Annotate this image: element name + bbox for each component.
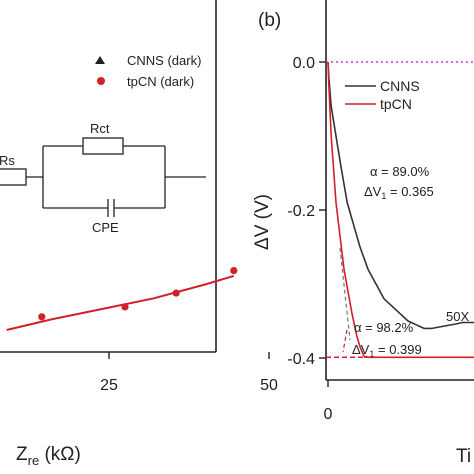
panel-b-y-tick-label: 0.0 — [293, 55, 315, 72]
panel-a-x-ticks: 25 50 — [100, 352, 278, 394]
tpcn-data-point — [172, 289, 180, 297]
tpcn-data-point — [230, 267, 238, 275]
tpcn-dv-annotation: ΔV1 = 0.399 — [352, 342, 422, 359]
legend-marker-triangle — [95, 56, 105, 64]
circuit-label-rs: Rs — [0, 153, 15, 168]
panel-b-legend: CNNS tpCN — [345, 78, 420, 112]
circuit-label-rct: Rct — [90, 121, 110, 136]
cnns-guide-dashed-line — [339, 247, 351, 341]
panel-b-series — [327, 61, 474, 359]
panel-a: 25 50 Zre (kΩ) CNNS (dark) tpCN (dark) — [0, 0, 278, 468]
panel-b-label: (b) — [258, 10, 281, 31]
resistor-rct — [82, 137, 124, 155]
panel-b-y-tick-label: -0.2 — [287, 203, 315, 220]
panel-b-y-tick-label: -0.4 — [287, 351, 315, 368]
legend-marker-circle — [97, 77, 105, 85]
legend-label-tpcn-dark: tpCN (dark) — [127, 74, 194, 89]
panel-b-x-axis-title: Ti — [456, 446, 471, 467]
legend-label-cnns: CNNS — [380, 78, 420, 94]
tpcn-fit-line — [6, 274, 235, 331]
tpcn-data-point — [38, 313, 46, 321]
panel-b-y-axis-title: ΔV (V) — [252, 194, 273, 250]
panel-b-x-ticks: 0 — [324, 380, 333, 423]
circuit-label-cpe: CPE — [92, 220, 119, 235]
tpcn-alpha-annotation: α = 98.2% — [354, 320, 414, 335]
legend-label-tpcn: tpCN — [380, 96, 412, 112]
cnns-dv-annotation: ΔV1 = 0.365 — [364, 184, 434, 201]
tpcn-series-line — [327, 61, 474, 359]
panel-b-x-tick-label: 0 — [324, 406, 333, 423]
resistor-rs — [0, 168, 27, 186]
tpcn-guide-dashed-line — [342, 329, 348, 353]
panel-a-legend: CNNS (dark) tpCN (dark) — [95, 53, 201, 89]
equivalent-circuit — [0, 137, 206, 217]
panel-a-x-axis-title: Zre (kΩ) — [16, 444, 81, 468]
panel-b: (b) 0.0 -0.2 -0.4 0 ΔV (V) Ti CNNS tpCN α … — [252, 0, 474, 467]
cnns-alpha-annotation: α = 89.0% — [370, 164, 430, 179]
cut-off-label: 50X — [446, 309, 469, 324]
panel-a-series — [6, 267, 238, 331]
panel-b-y-ticks: 0.0 -0.2 -0.4 — [287, 55, 326, 368]
panel-a-x-tick-label: 50 — [260, 377, 278, 394]
legend-label-cnns-dark: CNNS (dark) — [127, 53, 201, 68]
tpcn-data-point — [121, 303, 129, 311]
cnns-series-line — [327, 61, 474, 330]
panel-a-x-tick-label: 25 — [100, 377, 118, 394]
